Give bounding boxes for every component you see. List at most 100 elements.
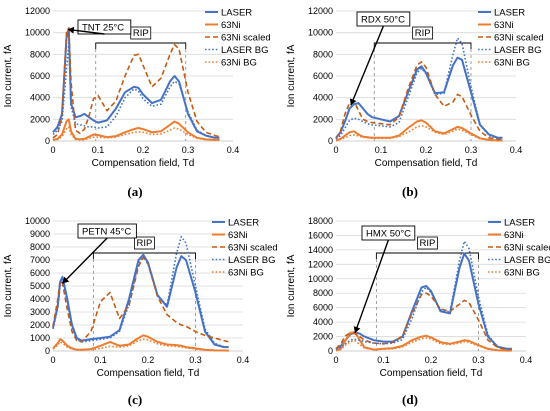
y-tick-label: 0: [328, 346, 333, 356]
series-line-63ni: [52, 118, 220, 141]
y-tick-label: 1000: [30, 333, 50, 343]
series-line-63ni: [335, 119, 503, 142]
y-tick-label: 6000: [313, 71, 333, 81]
x-tick-label: 0.4: [510, 145, 523, 155]
legend-entry: 63Ni BG: [228, 268, 264, 279]
legend-entry: 63Ni: [494, 20, 514, 31]
y-tick-label: 16000: [308, 230, 333, 240]
y-tick-label: 0: [45, 136, 50, 146]
rip-label-box: [134, 236, 155, 250]
series-line-63ni-scaled: [52, 256, 230, 343]
legend-entry: 63Ni BG: [221, 58, 257, 69]
panel-caption: (d): [402, 392, 418, 407]
y-tick-label: 3000: [30, 307, 50, 317]
y-tick-label: 2000: [313, 114, 333, 124]
y-tick-label: 2000: [313, 332, 333, 342]
x-tick-label: 0.3: [465, 145, 478, 155]
sample-label: TNT 25°C: [82, 23, 124, 34]
x-axis-title: Compensation field, Td: [375, 158, 478, 169]
series-line-laser-bg: [52, 42, 220, 139]
chart-panel-2: 0 2000 4000 6000 8000 10000 12000 0 0.1 0.2 0.3 0.4…: [286, 6, 544, 199]
rip-label: RIP: [137, 238, 153, 249]
panel-caption: (c): [128, 392, 142, 407]
x-tick-label: 0: [50, 145, 55, 155]
y-tick-label: 6000: [30, 71, 50, 81]
x-tick-label: 0.2: [425, 355, 438, 365]
sample-label: PETN 45°C: [82, 227, 131, 238]
legend-entry: 63Ni: [504, 230, 524, 241]
y-axis-title: Ion current, fA: [286, 44, 297, 107]
legend-entry: LASER BG: [504, 255, 550, 266]
series-line-laser-bg: [335, 37, 503, 140]
x-tick-label: 0.2: [142, 355, 155, 365]
legend-entry: LASER: [221, 8, 252, 19]
x-tick-label: 0.1: [375, 145, 388, 155]
y-tick-label: 0: [328, 136, 333, 146]
series-line-63ni-scaled: [335, 61, 503, 141]
y-tick-label: 14000: [308, 245, 333, 255]
legend-entry: LASER: [228, 218, 259, 229]
series-line-63ni-bg: [52, 338, 229, 352]
y-tick-label: 12000: [308, 259, 333, 269]
series-line-63ni-bg: [52, 126, 220, 141]
y-tick-label: 7000: [30, 255, 50, 265]
annotation-arrow-shaft: [67, 28, 105, 35]
legend-entry: 63Ni scaled: [504, 243, 550, 254]
x-tick-label: 0: [50, 355, 55, 365]
x-tick-label: 0.3: [189, 355, 202, 365]
y-tick-label: 2000: [30, 320, 50, 330]
chart-panel-4: 0 2000 4000 6000 8000 10000 12000 14000 16000 180…: [286, 216, 550, 407]
rip-bracket: [92, 252, 196, 259]
y-tick-label: 8000: [313, 49, 333, 59]
y-axis-title: Ion current, fA: [3, 44, 14, 107]
x-axis-title: Compensation field, Td: [380, 368, 483, 379]
x-tick-label: 0.4: [237, 355, 250, 365]
y-tick-label: 8000: [30, 242, 50, 252]
y-tick-label: 8000: [30, 49, 50, 59]
series-line-laser: [52, 27, 220, 139]
legend-entry: 63Ni scaled: [228, 243, 278, 254]
panel-caption: (a): [127, 184, 142, 199]
x-tick-label: 0: [333, 355, 338, 365]
rip-bracket: [95, 42, 187, 49]
legend-entry: LASER BG: [494, 45, 542, 56]
annotation-arrow-head: [62, 276, 70, 284]
sample-label: HMX 50°C: [366, 229, 411, 240]
annotation-arrow-shaft: [350, 25, 385, 106]
x-tick-label: 0.1: [92, 145, 105, 155]
y-tick-label: 4000: [313, 317, 333, 327]
y-tick-label: 6000: [313, 303, 333, 313]
series-line-laser-bg: [335, 240, 512, 351]
y-axis-title: Ion current, fA: [286, 254, 297, 317]
y-tick-label: 4000: [30, 93, 50, 103]
rip-bracket: [373, 42, 472, 49]
legend-entry: 63Ni scaled: [494, 33, 544, 44]
legend-entry: 63Ni BG: [504, 268, 540, 279]
x-tick-label: 0: [333, 145, 338, 155]
annotation-arrow-shaft: [62, 237, 108, 284]
x-axis-title: Compensation field, Td: [92, 158, 195, 169]
y-tick-label: 5000: [30, 281, 50, 291]
y-tick-label: 10000: [308, 274, 333, 284]
series-line-63ni-bg: [335, 125, 503, 142]
y-tick-label: 10000: [308, 28, 333, 38]
x-tick-label: 0.1: [377, 355, 390, 365]
legend-entry: 63Ni: [221, 20, 241, 31]
rip-label: RIP: [415, 28, 431, 39]
sample-label: RDX 50°C: [361, 15, 405, 26]
rip-label-box: [412, 26, 434, 40]
x-tick-label: 0.2: [137, 145, 150, 155]
rip-label-box: [417, 236, 438, 250]
series-line-63ni-scaled: [52, 27, 220, 139]
x-tick-label: 0.3: [472, 355, 485, 365]
x-tick-label: 0.2: [420, 145, 433, 155]
y-axis-title: Ion current, fA: [3, 254, 14, 317]
annotation-arrow-head: [349, 98, 357, 106]
x-tick-label: 0.1: [94, 355, 107, 365]
legend-entry: LASER BG: [221, 45, 269, 56]
annotation-arrow-shaft: [354, 239, 390, 334]
series-line-63ni-bg: [335, 337, 512, 352]
x-tick-label: 0.4: [227, 145, 240, 155]
series-line-63ni-scaled: [335, 292, 512, 351]
